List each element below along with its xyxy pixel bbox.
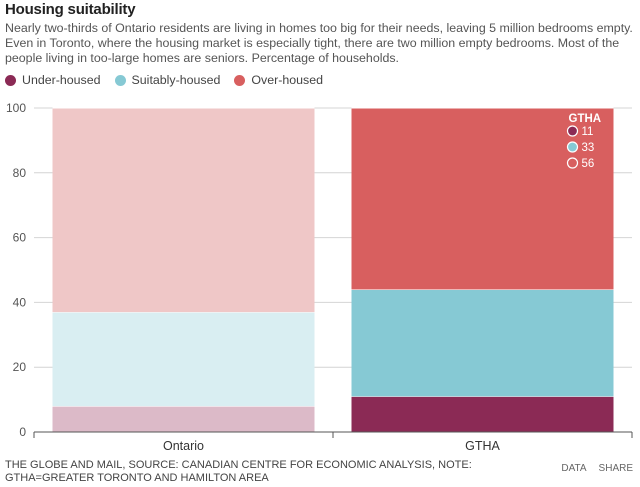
- y-tick-label: 60: [13, 231, 27, 245]
- x-tick-label-ontario: Ontario: [163, 439, 204, 453]
- legend-swatch-suitably-housed: [114, 74, 126, 86]
- y-tick-label: 100: [6, 101, 26, 115]
- legend-label-under-housed: Under-housed: [22, 73, 101, 87]
- tooltip-marker-suitably-housed: [566, 141, 579, 153]
- tooltip-value-under-housed: 11: [582, 126, 594, 138]
- data-link[interactable]: DATA: [561, 463, 587, 474]
- y-tick-label: 0: [19, 425, 26, 439]
- legend-label-suitably-housed: Suitably-housed: [131, 73, 221, 87]
- y-tick-label: 20: [13, 360, 27, 374]
- bar-ontario-under-housed[interactable]: [52, 406, 315, 432]
- bar-gtha-over-housed[interactable]: [351, 108, 614, 290]
- bar-ontario-over-housed[interactable]: [52, 108, 315, 313]
- tooltip-value-suitably-housed: 33: [582, 142, 595, 154]
- y-tick-label: 40: [13, 295, 27, 309]
- legend-item-over-housed[interactable]: Over-housed: [234, 73, 323, 87]
- legend-item-under-housed[interactable]: Under-housed: [5, 73, 101, 87]
- legend-swatch-over-housed: [234, 74, 246, 86]
- footer-source: THE GLOBE AND MAIL, SOURCE: CANADIAN CEN…: [5, 459, 472, 484]
- share-link[interactable]: SHARE: [598, 463, 633, 474]
- tooltip-value-over-housed: 56: [582, 158, 595, 170]
- chart-title: Housing suitability: [5, 1, 136, 18]
- bar-gtha-under-housed[interactable]: [351, 396, 614, 432]
- legend-swatch-under-housed: [5, 74, 16, 86]
- bar-ontario-suitably-housed[interactable]: [52, 312, 315, 407]
- footer-links: DATA SHARE: [549, 463, 633, 474]
- tooltip-title: GTHA: [569, 113, 602, 125]
- y-tick-label: 80: [13, 166, 27, 180]
- x-tick-label-gtha: GTHA: [465, 439, 500, 453]
- legend-item-suitably-housed[interactable]: Suitably-housed: [114, 73, 221, 87]
- bar-gtha-suitably-housed[interactable]: [351, 289, 614, 397]
- legend-label-over-housed: Over-housed: [251, 73, 324, 87]
- legend: Under-housed Suitably-housed Over-housed: [5, 73, 337, 87]
- tooltip-marker-over-housed: [566, 157, 579, 169]
- tooltip-marker-under-housed: [566, 125, 579, 137]
- chart-subtitle: Nearly two-thirds of Ontario residents a…: [5, 21, 633, 65]
